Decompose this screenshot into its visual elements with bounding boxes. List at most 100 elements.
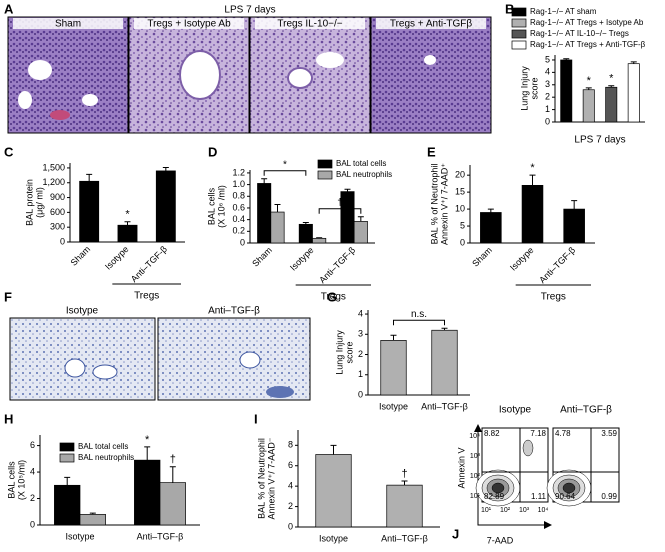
label-backdrop	[134, 18, 244, 29]
bar	[134, 459, 161, 526]
bar	[353, 221, 368, 244]
group-label: Tregs	[321, 292, 346, 303]
bracket	[263, 170, 307, 176]
bar	[563, 208, 585, 244]
y-tick-label: 5	[545, 54, 550, 64]
legend-swatch	[511, 29, 527, 39]
image-label: Tregs IL-10−/−	[277, 19, 342, 30]
contour	[491, 482, 505, 494]
y-axis-label: BAL cells	[6, 461, 16, 499]
quadrant-percent: 0.99	[601, 492, 617, 501]
error-bar	[330, 444, 337, 455]
x-tick-label: Isotype	[508, 245, 536, 273]
x-tick-label: 10¹	[481, 507, 492, 514]
error-bar	[608, 85, 615, 88]
error-bar	[316, 237, 323, 239]
y-tick-label: 1	[545, 104, 550, 114]
image-label: Tregs + Isotype Ab	[147, 19, 231, 30]
legend-swatch	[511, 18, 527, 28]
y-axis-label: Annexin V⁺/ 7-AAD⁺	[439, 163, 449, 245]
image-label: Sham	[55, 19, 81, 30]
group-label: Tregs	[541, 292, 566, 303]
error-bar	[571, 200, 578, 210]
bar	[159, 482, 186, 526]
y-tick-label: 10	[455, 203, 465, 213]
y-tick-label: 900	[50, 192, 65, 202]
annotation: *	[530, 162, 535, 174]
y-tick-label: 2	[288, 501, 293, 511]
bar	[257, 183, 272, 244]
error-bar	[169, 466, 176, 483]
x-tick-label: Anti–TGF-β	[381, 533, 428, 543]
bar	[340, 191, 355, 244]
y-tick-label: 0.2	[232, 226, 245, 236]
x-tick-label: Isotype	[379, 401, 408, 411]
histology-images	[7, 16, 492, 134]
bar	[582, 89, 595, 123]
y-axis-label: score	[344, 341, 354, 363]
y-tick-label: 4	[358, 308, 363, 318]
error-bar	[401, 480, 408, 486]
quadrant-percent: 3.59	[601, 429, 617, 438]
y-tick-label: 10⁴	[469, 433, 480, 440]
legend-swatch	[511, 7, 527, 17]
y-tick-label: 0	[240, 237, 245, 247]
plot-title: Isotype	[499, 405, 532, 416]
bar	[54, 484, 81, 526]
y-tick-label: 10¹	[470, 493, 481, 500]
y-tick-label: 2	[358, 349, 363, 359]
y-axis-label: BAL % of Neutrophil	[429, 164, 439, 245]
annotation: n.s.	[411, 309, 427, 320]
panel-label: I	[254, 411, 258, 426]
y-tick-label: 0.4	[232, 214, 245, 224]
legend-label: Rag-1−/− AT Tregs + Isotype Ab	[530, 18, 644, 27]
legend-label: BAL neutrophils	[336, 170, 392, 179]
bar	[312, 237, 327, 244]
panel-label: H	[4, 411, 13, 426]
error-bar	[529, 174, 536, 186]
quadrant-percent: 1.11	[531, 492, 547, 501]
bar	[298, 223, 313, 244]
group-label: Tregs	[134, 291, 159, 302]
x-tick-label: Isotype	[103, 244, 131, 272]
legend-label: BAL neutrophils	[78, 453, 134, 462]
y-axis-label: BAL cells	[206, 187, 216, 225]
error-bar	[390, 334, 397, 341]
y-tick-label: 4	[545, 67, 550, 77]
x-tick-label: Sham	[250, 245, 274, 269]
quadrant-percent: 8.82	[484, 429, 500, 438]
y-tick-label: 10²	[470, 473, 481, 480]
legend-label: BAL total cells	[336, 159, 386, 168]
legend-swatch	[59, 442, 75, 452]
axis-label: 7-AAD	[487, 535, 514, 545]
panel-label: D	[208, 144, 217, 159]
bar	[117, 224, 138, 243]
panel-label: J	[452, 526, 459, 541]
label-backdrop	[376, 18, 486, 29]
error-bar	[89, 512, 96, 515]
error-bar	[357, 216, 364, 222]
annotation: *	[587, 75, 592, 87]
bar	[431, 329, 458, 396]
y-tick-label: 0	[460, 237, 465, 247]
legend-label: Rag-1−/− AT Tregs + Anti-TGF-β	[530, 40, 646, 49]
annotation: †	[170, 454, 176, 466]
legend-swatch	[317, 159, 333, 169]
y-tick-label: 2	[30, 493, 35, 503]
image-label: Anti–TGF-β	[208, 306, 260, 317]
x-tick-label: Anti–TGF-β	[129, 244, 169, 284]
bar	[605, 86, 618, 123]
y-axis-label: (X 10⁵/ml)	[16, 460, 26, 500]
error-bar	[344, 188, 351, 192]
error-bar	[124, 221, 131, 226]
bracket	[318, 208, 362, 214]
annotation: *	[145, 434, 150, 446]
axis-label: Annexin V	[456, 447, 466, 488]
panel-label: C	[4, 144, 14, 159]
error-bar	[630, 61, 637, 64]
y-axis-label: (μg/ ml)	[34, 187, 44, 218]
y-tick-label: 4	[288, 481, 293, 491]
legend-swatch	[59, 453, 75, 463]
y-tick-label: 0	[60, 236, 65, 246]
quadrant-percent: 4.78	[555, 429, 571, 438]
